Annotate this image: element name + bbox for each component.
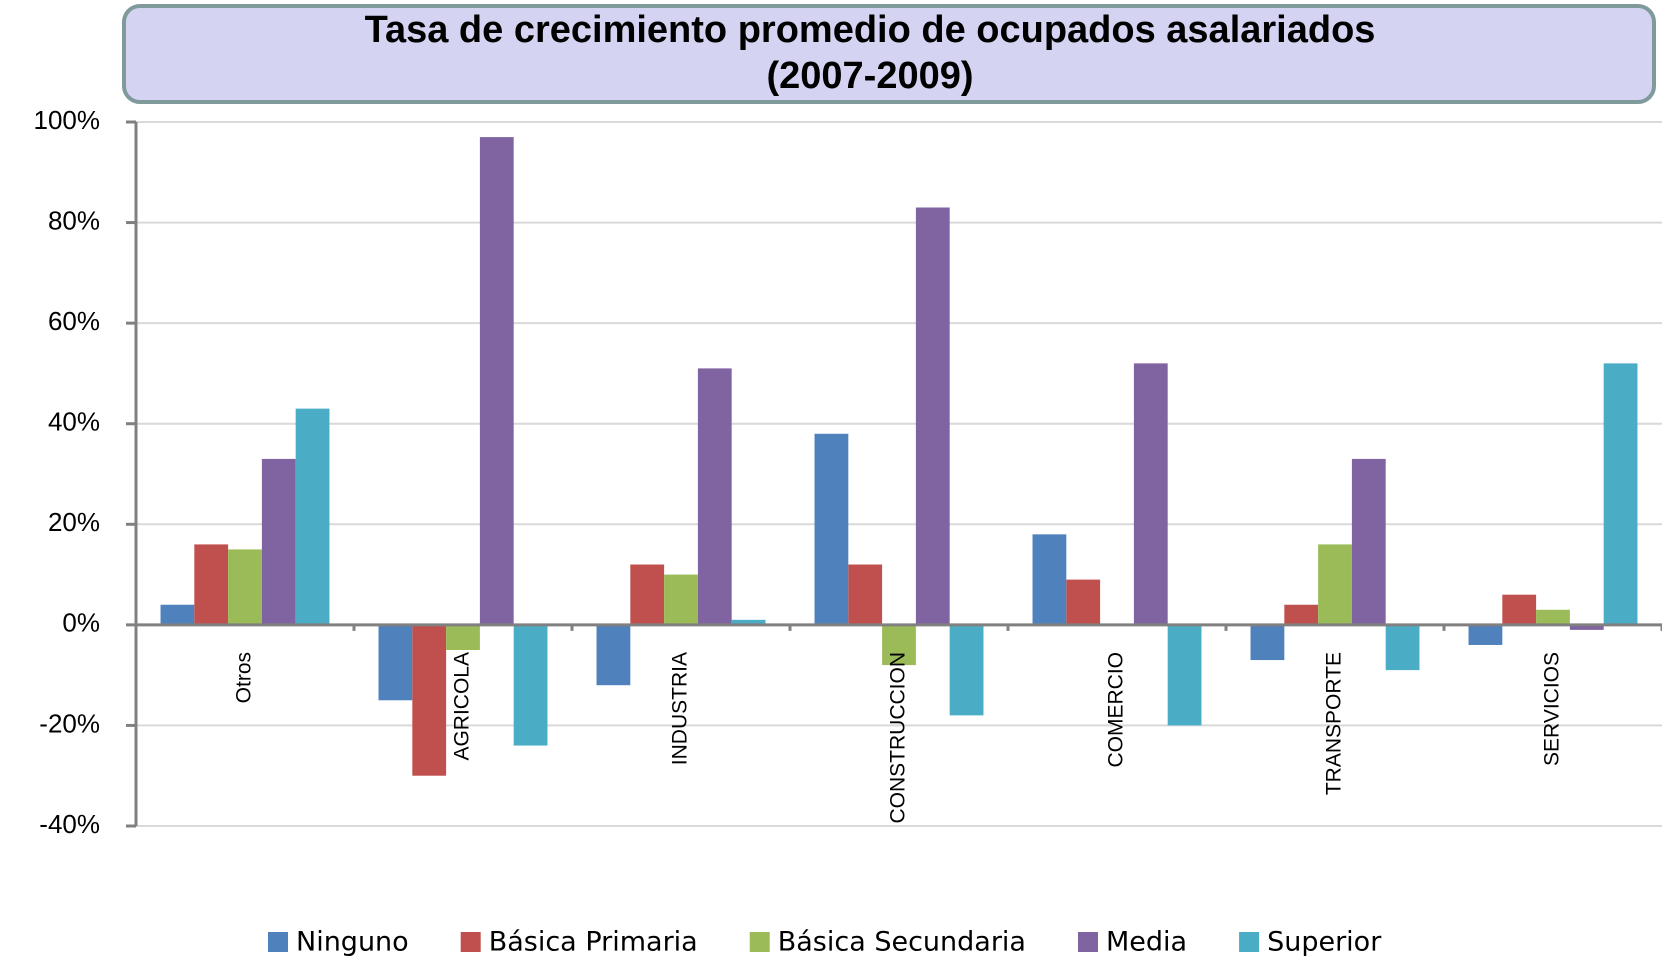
bar xyxy=(1133,363,1168,625)
x-tick-label: AGRICOLA xyxy=(451,652,474,761)
legend-label: Media xyxy=(1106,927,1187,958)
bar xyxy=(814,433,849,625)
bar xyxy=(1032,534,1067,625)
title-box xyxy=(122,4,1656,104)
x-tick-label: Otros xyxy=(233,652,256,703)
y-tick-label: 100% xyxy=(34,105,101,135)
bar xyxy=(731,619,766,625)
y-tick-label: 80% xyxy=(48,205,100,235)
chart-subtitle: (2007-2009) xyxy=(766,55,973,97)
chart-title: Tasa de crecimiento promedio de ocupados… xyxy=(365,9,1376,51)
bar xyxy=(1569,624,1604,630)
bar xyxy=(697,368,732,625)
legend-label: Básica Primaria xyxy=(489,927,698,958)
legend-swatch xyxy=(1239,932,1260,952)
bar xyxy=(1351,458,1386,625)
bar xyxy=(1603,363,1638,625)
y-tick-label: -20% xyxy=(39,708,100,738)
y-tick-label: 0% xyxy=(62,608,100,638)
legend-swatch xyxy=(460,932,481,952)
bar xyxy=(664,574,698,625)
y-tick-label: 40% xyxy=(48,407,100,437)
bar xyxy=(412,624,447,776)
bar xyxy=(479,137,514,625)
legend-label: Ninguno xyxy=(296,927,409,958)
legend-label: Superior xyxy=(1267,927,1382,958)
x-tick-label: INDUSTRIA xyxy=(669,652,692,765)
y-tick-label: -40% xyxy=(39,809,100,839)
bar xyxy=(1468,624,1503,645)
bar xyxy=(630,564,665,625)
bar xyxy=(949,624,984,716)
bar xyxy=(1385,624,1420,671)
bar xyxy=(1284,604,1319,625)
bar xyxy=(1066,579,1101,625)
x-tick-label: SERVICIOS xyxy=(1541,652,1564,766)
bar xyxy=(1250,624,1285,661)
bar xyxy=(882,624,916,666)
bar xyxy=(378,624,413,701)
legend-swatch xyxy=(749,932,770,952)
bar xyxy=(261,458,296,625)
bar xyxy=(513,624,548,746)
x-tick-label: COMERCIO xyxy=(1105,652,1128,768)
bar xyxy=(848,564,883,625)
bar xyxy=(295,408,330,625)
bar xyxy=(915,207,950,625)
bar xyxy=(596,624,631,686)
bar xyxy=(1536,609,1570,625)
bar xyxy=(194,544,229,625)
legend-swatch xyxy=(268,932,288,952)
legend-label: Básica Secundaria xyxy=(778,927,1026,958)
bar xyxy=(446,624,480,650)
bar xyxy=(1167,624,1202,726)
bar xyxy=(160,604,195,625)
bar xyxy=(1318,544,1352,625)
bar xyxy=(1502,594,1537,625)
legend-swatch xyxy=(1077,932,1098,952)
bar xyxy=(228,549,262,625)
y-tick-label: 60% xyxy=(48,306,100,336)
x-tick-label: CONSTRUCCION xyxy=(887,652,910,824)
y-tick-label: 20% xyxy=(48,507,100,537)
x-tick-label: TRANSPORTE xyxy=(1323,652,1346,795)
